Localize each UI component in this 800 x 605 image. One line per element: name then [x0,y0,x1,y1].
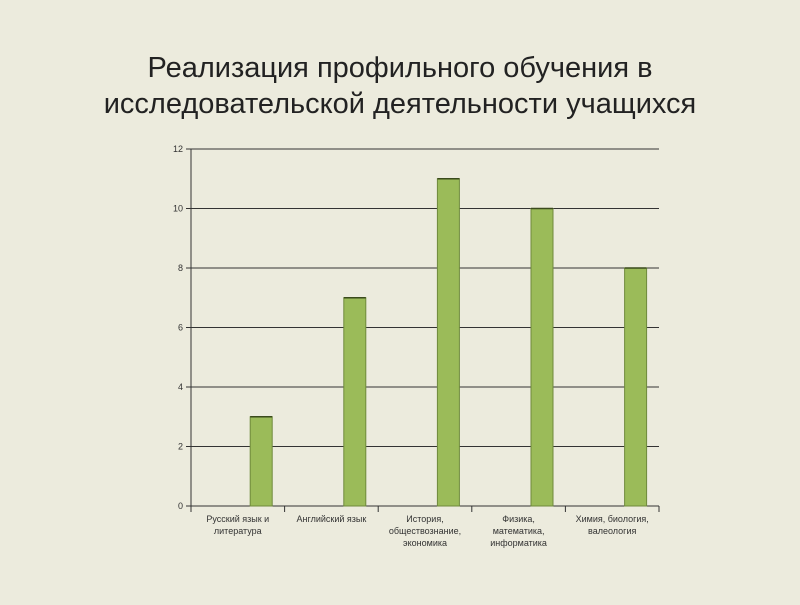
bar-3 [436,178,460,507]
x-category-label-line: Английский язык [297,514,367,524]
x-category-label-line: Физика, [502,514,535,524]
x-category-label-line: математика, [493,526,545,536]
slide-title-line-2: исследовательской деятельности учащихся [103,88,697,120]
y-tick-label: 6 [178,323,183,333]
x-category-label: Физика, математика, информатика [490,514,547,548]
x-category-label: История, обществознание, экономика [389,514,461,548]
y-tick-label: 12 [173,144,183,154]
y-tick-label: 8 [178,263,183,273]
x-category-label: Химия, биология, валеология [576,514,649,536]
slide-title: Реализация профильного обучения в исслед… [0,50,800,122]
bar-4 [530,208,554,507]
slide-title-line-1: Реализация профильного обучения в [147,52,653,84]
x-category-label-line: литература [214,526,262,536]
x-category-label-line: валеология [588,526,636,536]
x-category-label-line: Химия, биология, [576,514,649,524]
bar-5 [624,267,648,507]
x-category-label: Английский язык [297,514,367,524]
x-category-label: Русский язык и литература [206,514,269,536]
x-category-label-line: Русский язык и [206,514,269,524]
x-category-label-line: информатика [490,538,547,548]
y-tick-label: 4 [178,382,183,392]
x-category-label-line: История, [406,514,443,524]
x-category-label-line: экономика [403,538,447,548]
y-tick-label: 0 [178,501,183,511]
y-tick-label: 2 [178,442,183,452]
bar-1 [249,416,273,507]
bar-2 [343,297,367,507]
y-tick-label: 10 [173,204,183,214]
x-category-label-line: обществознание, [389,526,461,536]
